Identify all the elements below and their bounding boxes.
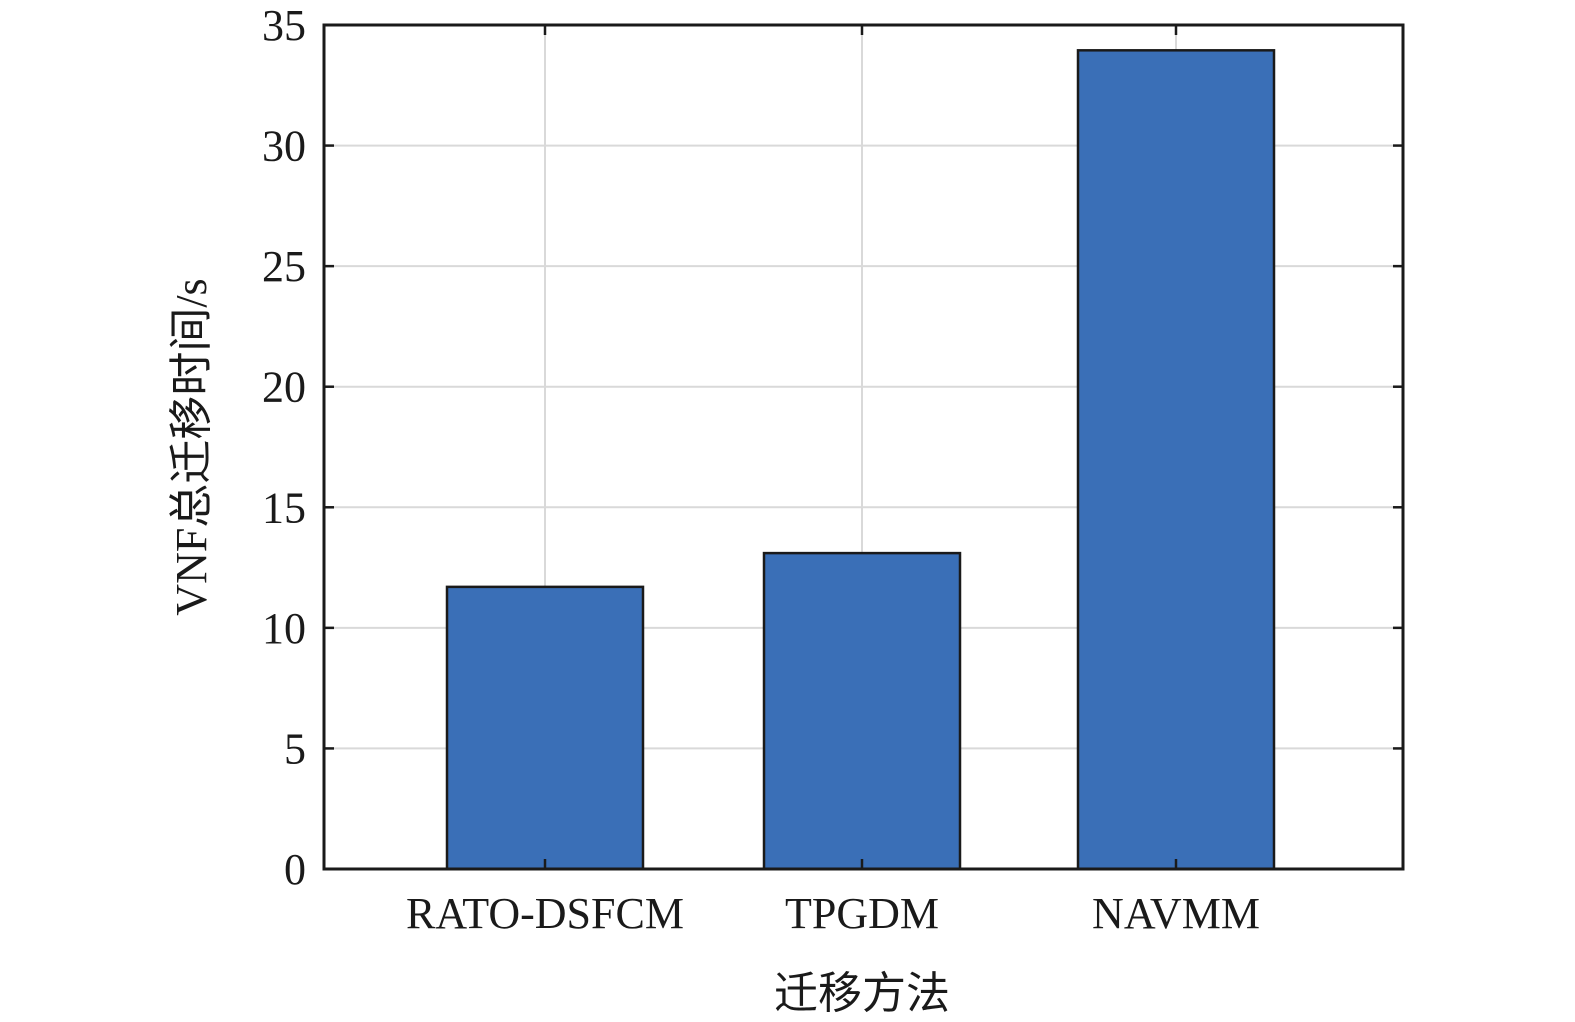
y-tick-label: 20 [262, 363, 306, 412]
x-axis-title: 迁移方法 [774, 969, 950, 1018]
bar-rato-dsfcm [445, 585, 645, 871]
y-tick-label: 5 [284, 724, 306, 773]
bar-tpgdm [762, 551, 962, 871]
x-tick-label: TPGDM [785, 889, 939, 938]
y-tick-label: 35 [262, 1, 306, 50]
x-tick-label: NAVMM [1092, 889, 1260, 938]
y-tick-label: 15 [262, 483, 306, 532]
y-axis-title: VNF总迁移时间/s [167, 278, 216, 615]
bars [445, 49, 1276, 871]
y-tick-label: 25 [262, 242, 306, 291]
x-tick-label: RATO-DSFCM [406, 889, 684, 938]
tick-labels: 0 5 10 15 20 25 30 35 RATO-DSFCM TPGDM NAVMM [262, 1, 1260, 938]
axes [322, 23, 1405, 871]
plot-frame [322, 23, 1405, 871]
y-tick-label: 10 [262, 604, 306, 653]
y-tick-label: 30 [262, 122, 306, 171]
bar-navmm [1076, 49, 1276, 871]
y-tick-label: 0 [284, 845, 306, 894]
